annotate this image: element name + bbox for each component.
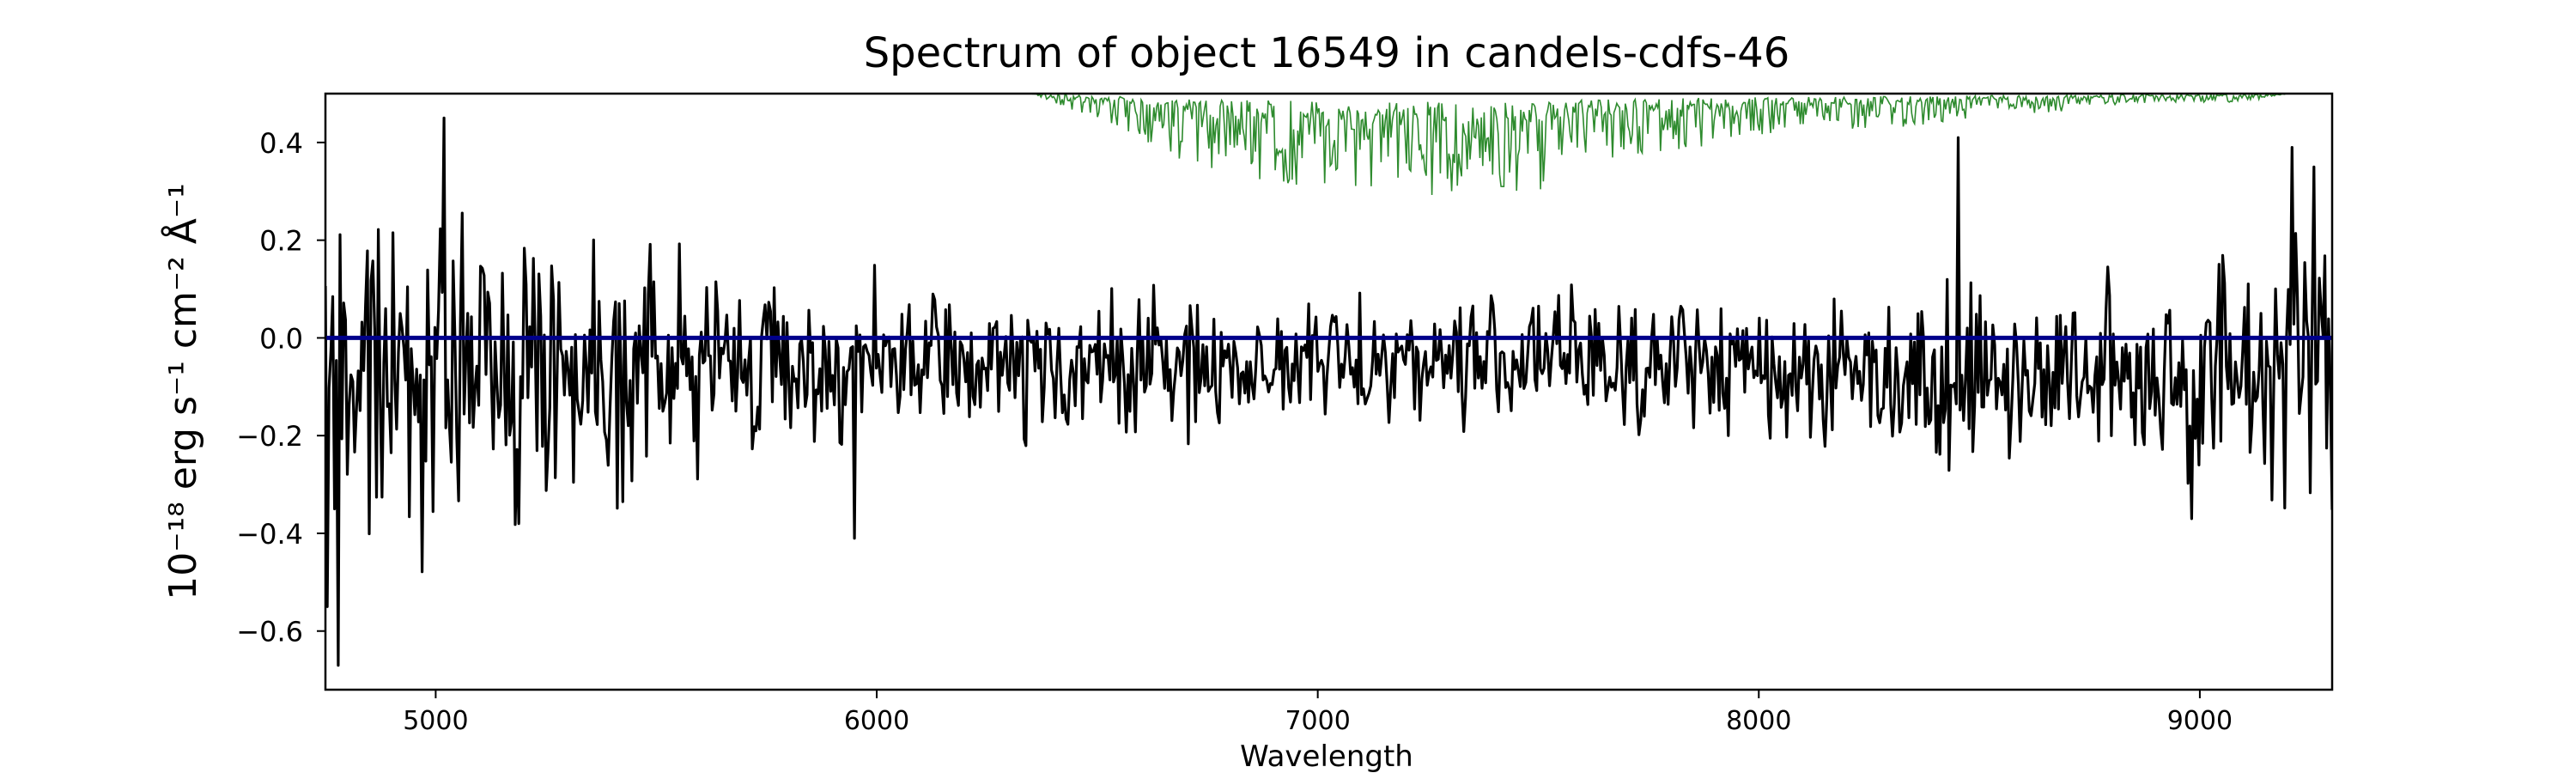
x-tick-label: 8000 bbox=[1726, 706, 1791, 736]
y-tick-label: −0.2 bbox=[236, 420, 303, 453]
x-tick-label: 9000 bbox=[2167, 706, 2233, 736]
x-tick-label: 7000 bbox=[1285, 706, 1350, 736]
x-axis-label: Wavelength bbox=[1240, 740, 1413, 773]
series-layer bbox=[325, 94, 2332, 667]
y-tick-label: −0.6 bbox=[236, 616, 303, 648]
y-tick-label: −0.4 bbox=[236, 518, 303, 551]
chart-title: Spectrum of object 16549 in candels-cdfs… bbox=[864, 29, 1790, 77]
y-tick-label: 0.0 bbox=[259, 322, 303, 355]
x-tick-label: 5000 bbox=[403, 706, 468, 736]
y-axis: −0.6 −0.4 −0.2 0.0 0.2 0.4 bbox=[236, 127, 325, 648]
y-tick-label: 0.2 bbox=[259, 225, 303, 258]
x-axis: 5000 6000 7000 8000 9000 bbox=[403, 690, 2233, 736]
sky-spectrum-line bbox=[1030, 94, 2287, 196]
y-axis-label: 10⁻¹⁸ erg s⁻¹ cm⁻² Å⁻¹ bbox=[160, 183, 205, 600]
y-tick-label: 0.4 bbox=[259, 127, 303, 160]
x-tick-label: 6000 bbox=[844, 706, 909, 736]
spectrum-flux-line bbox=[325, 116, 2332, 667]
plot-frame bbox=[324, 92, 2334, 691]
